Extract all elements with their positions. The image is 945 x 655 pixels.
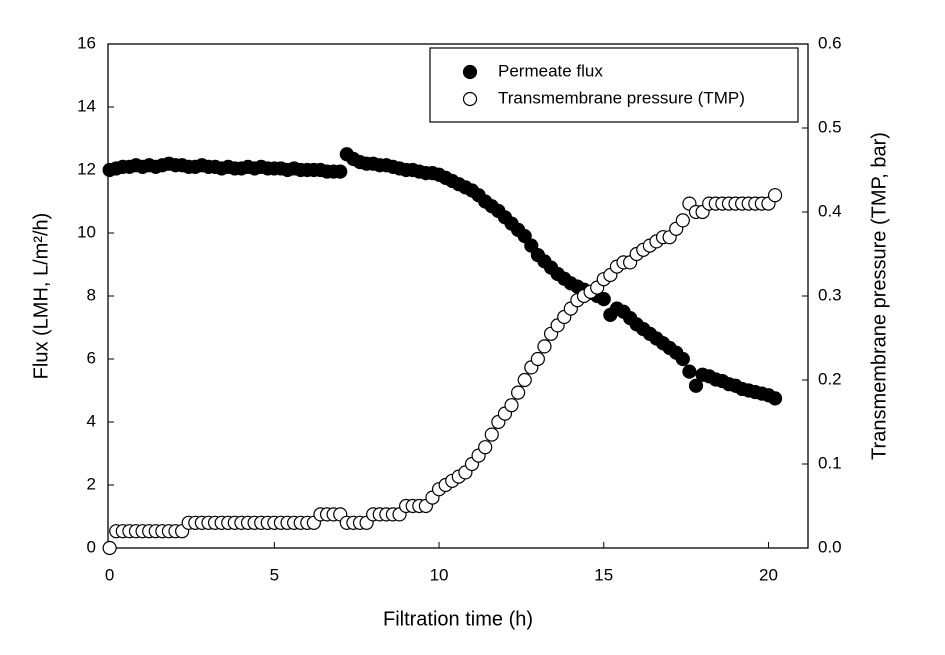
data-point [675,213,690,228]
data-point [478,440,493,455]
legend-marker [462,64,478,80]
y-tick-label: 0 [87,537,96,556]
data-point [517,372,532,388]
y-tick-label: 2 [87,474,96,493]
data-point [504,398,519,413]
y-tick-label: 4 [87,411,96,430]
x-tick-label: 20 [759,565,778,584]
x-tick-label: 10 [430,565,449,584]
y-tick-label: 8 [87,285,96,304]
data-point [484,427,499,442]
x-tick-label: 15 [594,565,613,584]
y2-tick-label: 0.5 [818,117,842,136]
legend-marker [462,91,478,107]
data-point [767,391,783,406]
y2-tick-label: 0.1 [818,453,842,472]
y2-tick-label: 0.3 [818,285,842,304]
legend-label: Transmembrane pressure (TMP) [498,88,745,107]
y2-tick-label: 0.6 [818,33,842,52]
legend-label: Permeate flux [498,61,603,80]
y-axis-label: Flux (LMH, L/m²/h) [30,213,52,380]
data-point [675,351,690,367]
y2-axis-label: Transmembrane pressure (TMP, bar) [868,132,890,460]
x-tick-label: 5 [270,565,279,584]
data-point [596,292,611,307]
y-tick-label: 14 [77,96,96,115]
data-point [767,188,783,203]
legend-box [429,47,799,123]
y2-tick-label: 0.0 [818,537,842,556]
data-point [530,351,545,367]
y-tick-label: 12 [77,159,96,178]
data-point [682,364,697,379]
y-tick-label: 10 [77,222,96,241]
data-point [537,339,552,354]
y-tick-label: 16 [77,33,96,52]
y2-tick-label: 0.4 [818,201,842,220]
data-point [333,164,348,179]
y2-tick-label: 0.2 [818,369,842,388]
data-point [688,378,704,393]
data-point [102,540,117,556]
x-tick-label: 0 [105,565,114,584]
data-point [511,385,526,400]
y-tick-label: 6 [87,348,96,367]
x-axis-label: Filtration time (h) [383,608,533,630]
